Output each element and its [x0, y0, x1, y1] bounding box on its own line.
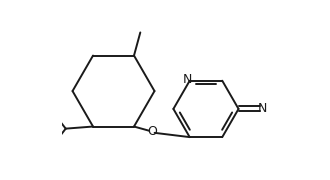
Text: O: O — [147, 125, 157, 138]
Text: N: N — [182, 73, 192, 86]
Text: N: N — [258, 102, 268, 115]
